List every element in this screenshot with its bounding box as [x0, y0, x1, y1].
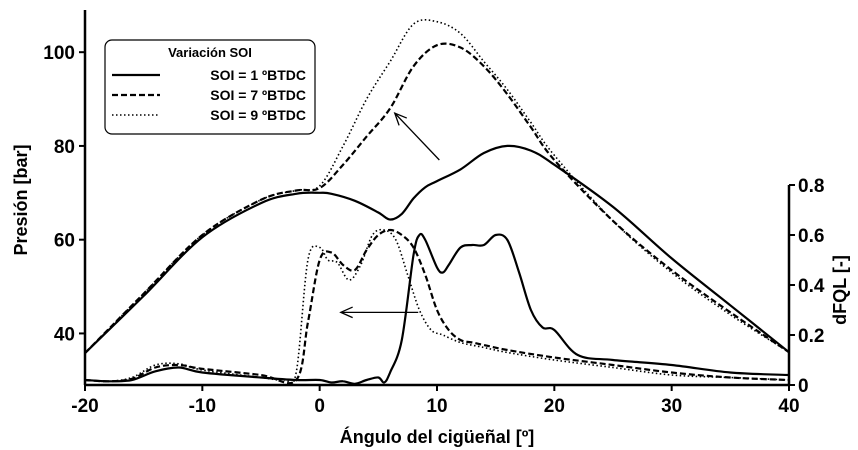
- y-axis-right-title: dFQL [-]: [830, 255, 850, 325]
- x-tick-label: 20: [544, 396, 565, 417]
- annotation-arrow-shaft: [394, 112, 440, 161]
- x-tick-label: -10: [189, 396, 216, 417]
- series-layer: [84, 19, 790, 385]
- axis-ticks: -20 -10 0 10 20 30 40 40 60 80 100 0 0.2 0.4 0.6 0.8: [43, 43, 825, 417]
- pressure-series-solid-line: [84, 144, 790, 354]
- legend-entry-label: SOI = 7 ºBTDC: [210, 87, 306, 103]
- y-left-tick-label: 60: [54, 231, 75, 252]
- legend-entries: SOI = 1 ºBTDC SOI = 7 ºBTDC SOI = 9 ºBTDC: [112, 67, 306, 123]
- y-left-tick-label: 40: [54, 324, 75, 345]
- x-tick-label: 10: [426, 396, 447, 417]
- x-tick-label: -20: [71, 396, 98, 417]
- y-left-tick-label: 80: [54, 137, 75, 158]
- x-axis-title: Ángulo del cigüeñal [º]: [340, 426, 535, 447]
- annotation-arrow-head: [393, 111, 408, 126]
- legend-box: [104, 39, 316, 135]
- legend-entry-label: SOI = 9 ºBTDC: [210, 107, 306, 123]
- legend-entry-label: SOI = 1 ºBTDC: [210, 67, 306, 83]
- x-tick-label: 0: [314, 396, 325, 417]
- y-right-tick-label: 0.6: [798, 226, 824, 247]
- annotation-layer: [339, 111, 440, 319]
- legend-title: Variación SOI: [168, 45, 252, 60]
- pressure-series-dotted-line: [84, 19, 790, 354]
- heat-release-series-dashed-line: [84, 228, 790, 385]
- legend: Variación SOI SOI = 1 ºBTDC SOI = 7 ºBTDC…: [104, 39, 316, 135]
- y-axis-left-title: Presión [bar]: [11, 144, 31, 255]
- y-left-tick-label: 100: [43, 43, 75, 64]
- x-tick-label: 30: [661, 396, 682, 417]
- y-right-tick-label: 0.4: [798, 276, 825, 297]
- heat-release-series-solid-line: [84, 232, 790, 385]
- heat-release-series-dotted-line: [84, 228, 790, 385]
- y-right-tick-label: 0.8: [798, 176, 824, 197]
- annotation-arrow-head: [339, 306, 353, 319]
- y-right-tick-label: 0: [798, 376, 809, 397]
- x-tick-label: 40: [778, 396, 799, 417]
- y-right-tick-label: 0.2: [798, 326, 824, 347]
